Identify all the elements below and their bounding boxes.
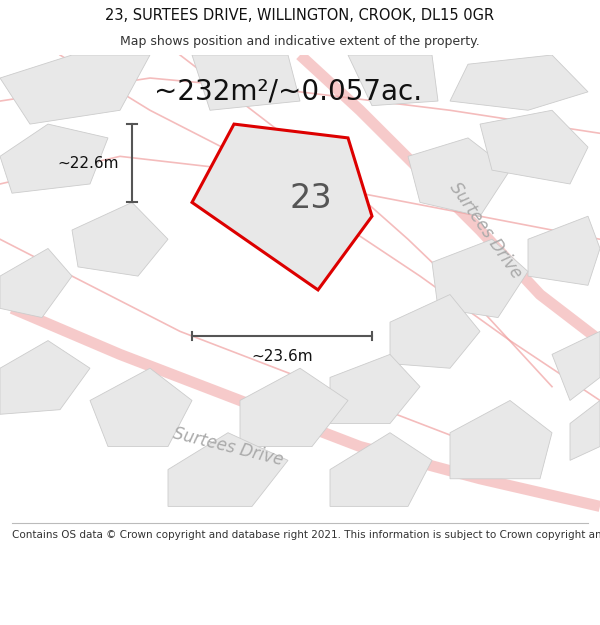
Polygon shape [450, 401, 552, 479]
Polygon shape [570, 401, 600, 461]
Text: Surtees Drive: Surtees Drive [446, 179, 526, 281]
Text: ~23.6m: ~23.6m [251, 349, 313, 364]
Polygon shape [72, 202, 168, 276]
Polygon shape [528, 216, 600, 285]
Text: Map shows position and indicative extent of the property.: Map shows position and indicative extent… [120, 35, 480, 48]
Polygon shape [408, 138, 510, 216]
Polygon shape [330, 354, 420, 424]
Polygon shape [450, 55, 588, 110]
Polygon shape [432, 239, 528, 318]
Polygon shape [348, 55, 438, 106]
Polygon shape [240, 368, 348, 446]
Text: Contains OS data © Crown copyright and database right 2021. This information is : Contains OS data © Crown copyright and d… [12, 530, 600, 540]
Text: ~22.6m: ~22.6m [58, 156, 119, 171]
Text: 23: 23 [289, 182, 332, 215]
Polygon shape [192, 55, 300, 110]
Polygon shape [390, 294, 480, 368]
Text: Surtees Drive: Surtees Drive [171, 424, 285, 469]
Polygon shape [0, 124, 108, 193]
Polygon shape [90, 368, 192, 446]
Text: 23, SURTEES DRIVE, WILLINGTON, CROOK, DL15 0GR: 23, SURTEES DRIVE, WILLINGTON, CROOK, DL… [106, 8, 494, 23]
Text: ~232m²/~0.057ac.: ~232m²/~0.057ac. [154, 78, 422, 106]
Polygon shape [0, 55, 150, 124]
Polygon shape [552, 331, 600, 401]
Polygon shape [330, 432, 432, 506]
Polygon shape [168, 432, 288, 506]
Polygon shape [0, 341, 90, 414]
Polygon shape [480, 110, 588, 184]
Polygon shape [192, 124, 372, 290]
Polygon shape [0, 249, 72, 318]
